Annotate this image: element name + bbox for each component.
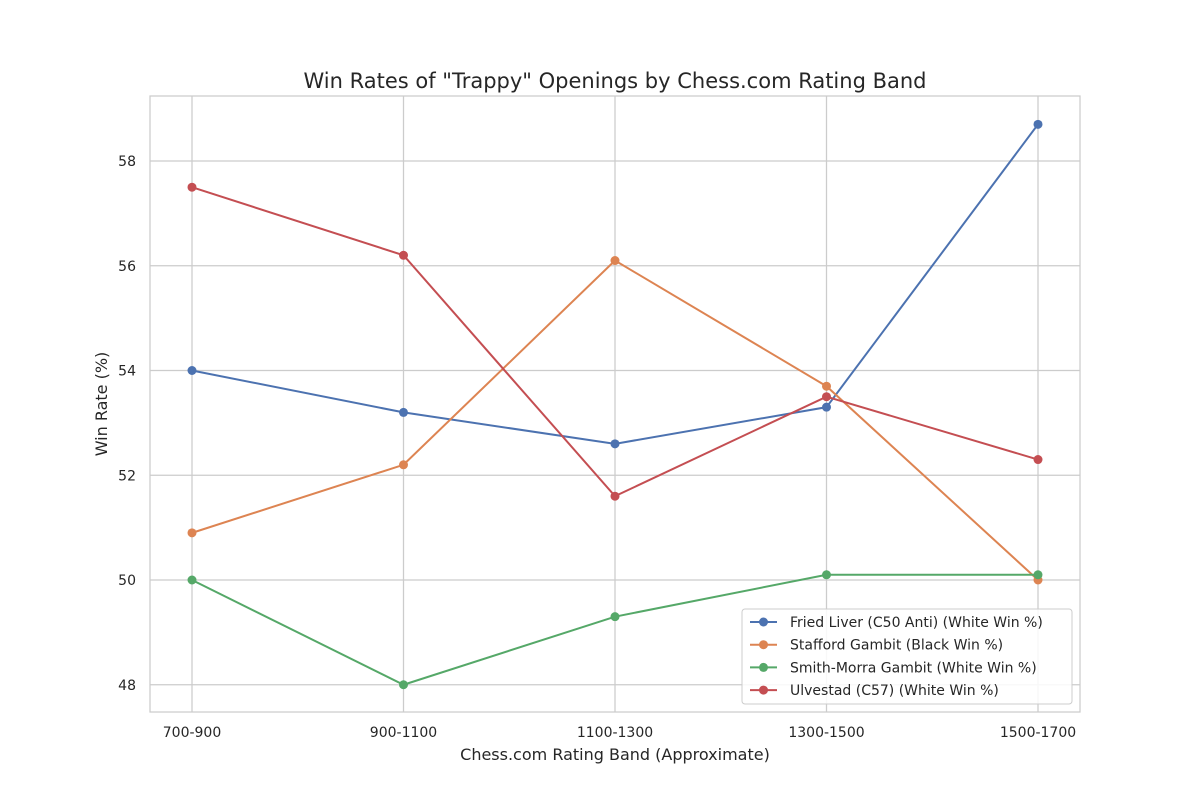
data-point <box>610 439 620 449</box>
x-tick-label: 1300-1500 <box>788 725 864 741</box>
y-tick-label: 50 <box>118 573 136 589</box>
legend-marker <box>759 617 768 627</box>
grid <box>150 96 1080 712</box>
data-point <box>187 575 197 585</box>
legend-marker <box>759 662 768 672</box>
data-point <box>1033 119 1043 129</box>
y-axis-label: Win Rate (%) <box>92 352 111 457</box>
legend-label: Fried Liver (C50 Anti) (White Win %) <box>790 615 1043 631</box>
plot-frame <box>149 95 1081 713</box>
y-tick-label: 52 <box>118 468 136 484</box>
series-3 <box>187 570 1043 690</box>
legend-box <box>741 608 1073 705</box>
legend-item: Smith-Morra Gambit (White Win %) <box>750 660 1037 676</box>
x-axis-ticks: 700-900 900-1100 1100-1300 1300-1500 1500-17… <box>163 725 1076 741</box>
series-1 <box>187 119 1043 449</box>
legend-label: Smith-Morra Gambit (White Win %) <box>790 660 1037 676</box>
data-point <box>610 491 620 501</box>
data-point <box>822 402 831 412</box>
x-tick-label: 700-900 <box>163 725 222 741</box>
data-point <box>822 392 831 402</box>
data-point <box>1033 570 1043 580</box>
y-tick-label: 56 <box>118 259 136 275</box>
legend-item: Fried Liver (C50 Anti) (White Win %) <box>750 615 1043 631</box>
y-tick-label: 54 <box>118 364 136 380</box>
legend-item: Ulvestad (C57) (White Win %) <box>750 683 999 699</box>
data-point <box>1033 455 1043 465</box>
y-axis-ticks: 48 50 52 54 56 58 <box>118 154 136 694</box>
legend: Fried Liver (C50 Anti) (White Win %) Staf… <box>741 608 1073 705</box>
data-point <box>187 182 197 192</box>
data-point <box>399 460 408 470</box>
data-point <box>399 680 408 690</box>
chart-title: Win Rates of "Trappy" Openings by Chess.… <box>303 69 926 93</box>
data-point <box>610 256 620 266</box>
data-point <box>399 407 408 417</box>
data-point <box>187 528 197 538</box>
data-point <box>822 381 831 391</box>
y-tick-label: 48 <box>118 678 136 694</box>
data-point <box>187 366 197 375</box>
legend-label: Stafford Gambit (Black Win %) <box>790 638 1003 654</box>
data-point <box>822 570 831 580</box>
series-4 <box>187 182 1043 501</box>
x-axis-label: Chess.com Rating Band (Approximate) <box>460 745 770 764</box>
x-tick-label: 1500-1700 <box>1000 725 1076 741</box>
series-group <box>187 119 1043 690</box>
x-tick-label: 900-1100 <box>370 725 437 741</box>
legend-marker <box>759 640 768 650</box>
legend-item: Stafford Gambit (Black Win %) <box>750 638 1003 654</box>
y-tick-label: 58 <box>118 154 136 170</box>
legend-marker <box>759 685 768 695</box>
series-2 <box>187 256 1043 585</box>
legend-label: Ulvestad (C57) (White Win %) <box>790 683 999 699</box>
data-point <box>399 250 408 260</box>
x-tick-label: 1100-1300 <box>577 725 653 741</box>
data-point <box>610 612 620 622</box>
